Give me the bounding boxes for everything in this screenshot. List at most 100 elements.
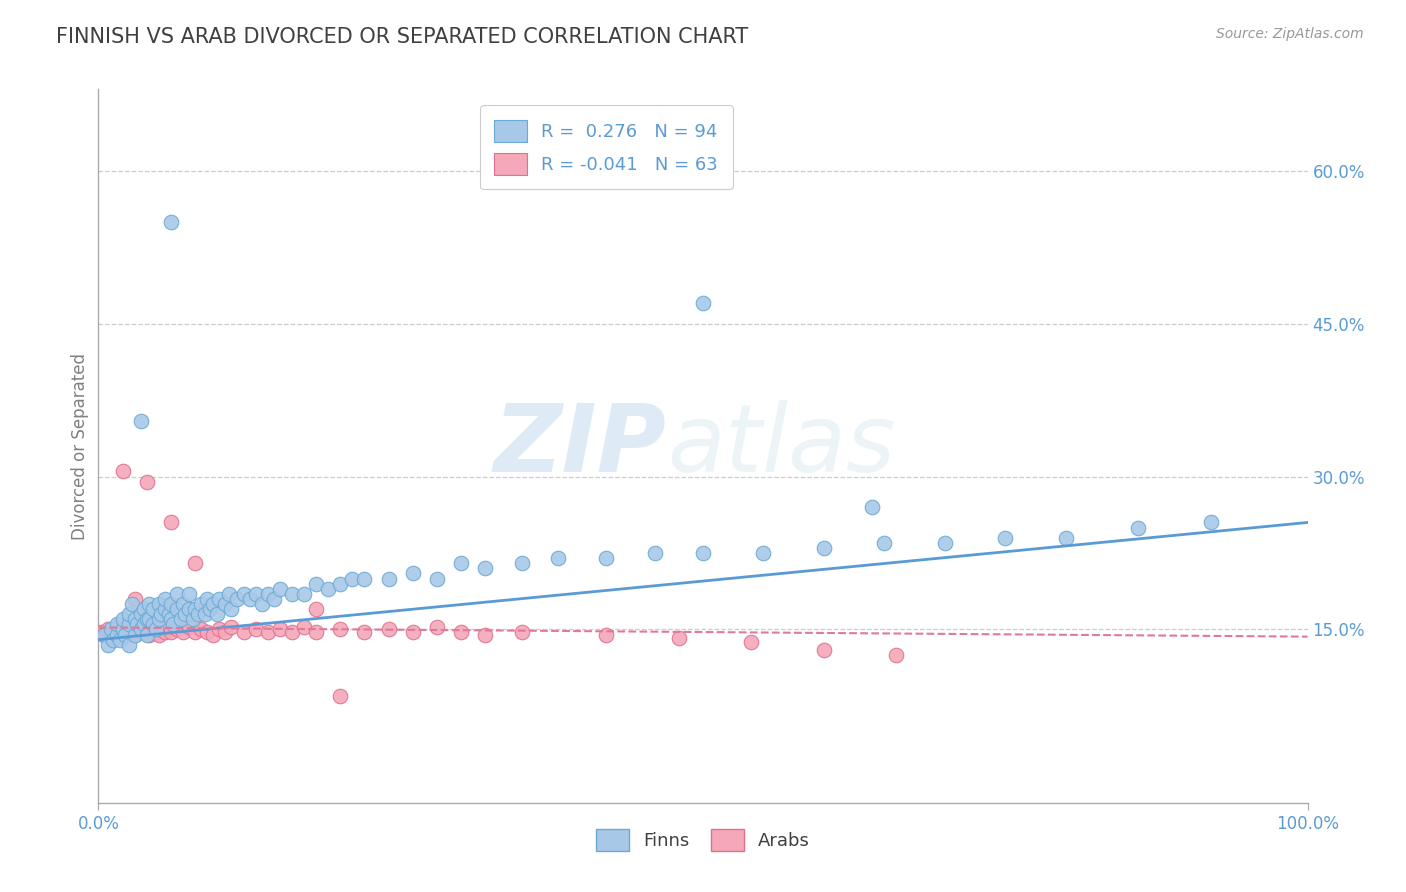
Text: Source: ZipAtlas.com: Source: ZipAtlas.com	[1216, 27, 1364, 41]
Point	[153, 602, 176, 616]
Point	[860, 500, 883, 515]
Point	[198, 602, 221, 616]
Text: ZIP: ZIP	[494, 400, 666, 492]
Point	[184, 602, 207, 616]
Point	[148, 612, 170, 626]
Point	[245, 623, 267, 637]
Point	[474, 627, 496, 641]
Point	[256, 624, 278, 639]
Point	[114, 627, 136, 641]
Point	[93, 627, 115, 641]
Point	[101, 632, 124, 647]
Point	[138, 612, 160, 626]
Point	[127, 617, 149, 632]
Point	[873, 536, 896, 550]
Point	[172, 597, 194, 611]
Point	[181, 612, 204, 626]
Point	[510, 624, 533, 639]
Point	[129, 413, 152, 427]
Text: atlas: atlas	[666, 401, 896, 491]
Point	[353, 572, 375, 586]
Point	[142, 602, 165, 616]
Point	[692, 546, 714, 560]
Point	[179, 620, 201, 634]
Point	[256, 587, 278, 601]
Point	[202, 597, 225, 611]
Point	[108, 632, 131, 647]
Point	[329, 689, 352, 703]
Point	[292, 620, 315, 634]
Point	[166, 602, 188, 616]
Point	[148, 627, 170, 641]
Point	[813, 643, 835, 657]
Point	[111, 623, 134, 637]
Point	[105, 627, 128, 641]
Point	[316, 582, 339, 596]
Point	[245, 587, 267, 601]
Point	[474, 561, 496, 575]
Point	[153, 624, 176, 639]
Point	[305, 602, 328, 616]
Point	[692, 296, 714, 310]
Point	[547, 551, 569, 566]
Point	[402, 566, 425, 581]
Point	[114, 627, 136, 641]
Point	[377, 623, 399, 637]
Point	[305, 624, 328, 639]
Point	[994, 531, 1017, 545]
Point	[179, 587, 201, 601]
Point	[740, 634, 762, 648]
Point	[100, 631, 122, 645]
Point	[179, 602, 201, 616]
Point	[134, 602, 156, 616]
Point	[292, 587, 315, 601]
Point	[221, 620, 243, 634]
Point	[752, 546, 775, 560]
Point	[450, 624, 472, 639]
Point	[166, 623, 188, 637]
Point	[184, 624, 207, 639]
Point	[100, 623, 122, 637]
Point	[157, 620, 180, 634]
Point	[450, 556, 472, 570]
Point	[202, 627, 225, 641]
Point	[129, 623, 152, 637]
Y-axis label: Divorced or Separated: Divorced or Separated	[70, 352, 89, 540]
Point	[187, 607, 209, 622]
Point	[150, 623, 173, 637]
Point	[160, 597, 183, 611]
Point	[269, 623, 291, 637]
Point	[214, 624, 236, 639]
Point	[221, 602, 243, 616]
Point	[377, 572, 399, 586]
Point	[190, 597, 212, 611]
Point	[145, 623, 167, 637]
Point	[148, 597, 170, 611]
Point	[194, 607, 217, 622]
Point	[184, 556, 207, 570]
Point	[160, 516, 183, 530]
Point	[129, 607, 152, 622]
Point	[281, 587, 304, 601]
Point	[1054, 531, 1077, 545]
Point	[111, 620, 134, 634]
Point	[142, 620, 165, 634]
Point	[668, 631, 690, 645]
Point	[118, 623, 141, 637]
Point	[205, 607, 228, 622]
Point	[595, 627, 617, 641]
Point	[342, 572, 364, 586]
Point	[97, 638, 120, 652]
Point	[195, 591, 218, 606]
Point	[174, 607, 197, 622]
Point	[208, 623, 231, 637]
Point	[101, 624, 124, 639]
Point	[118, 638, 141, 652]
Point	[329, 623, 352, 637]
Point	[160, 612, 183, 626]
Point	[232, 587, 254, 601]
Point	[162, 617, 184, 632]
Point	[281, 624, 304, 639]
Point	[93, 627, 115, 641]
Point	[644, 546, 666, 560]
